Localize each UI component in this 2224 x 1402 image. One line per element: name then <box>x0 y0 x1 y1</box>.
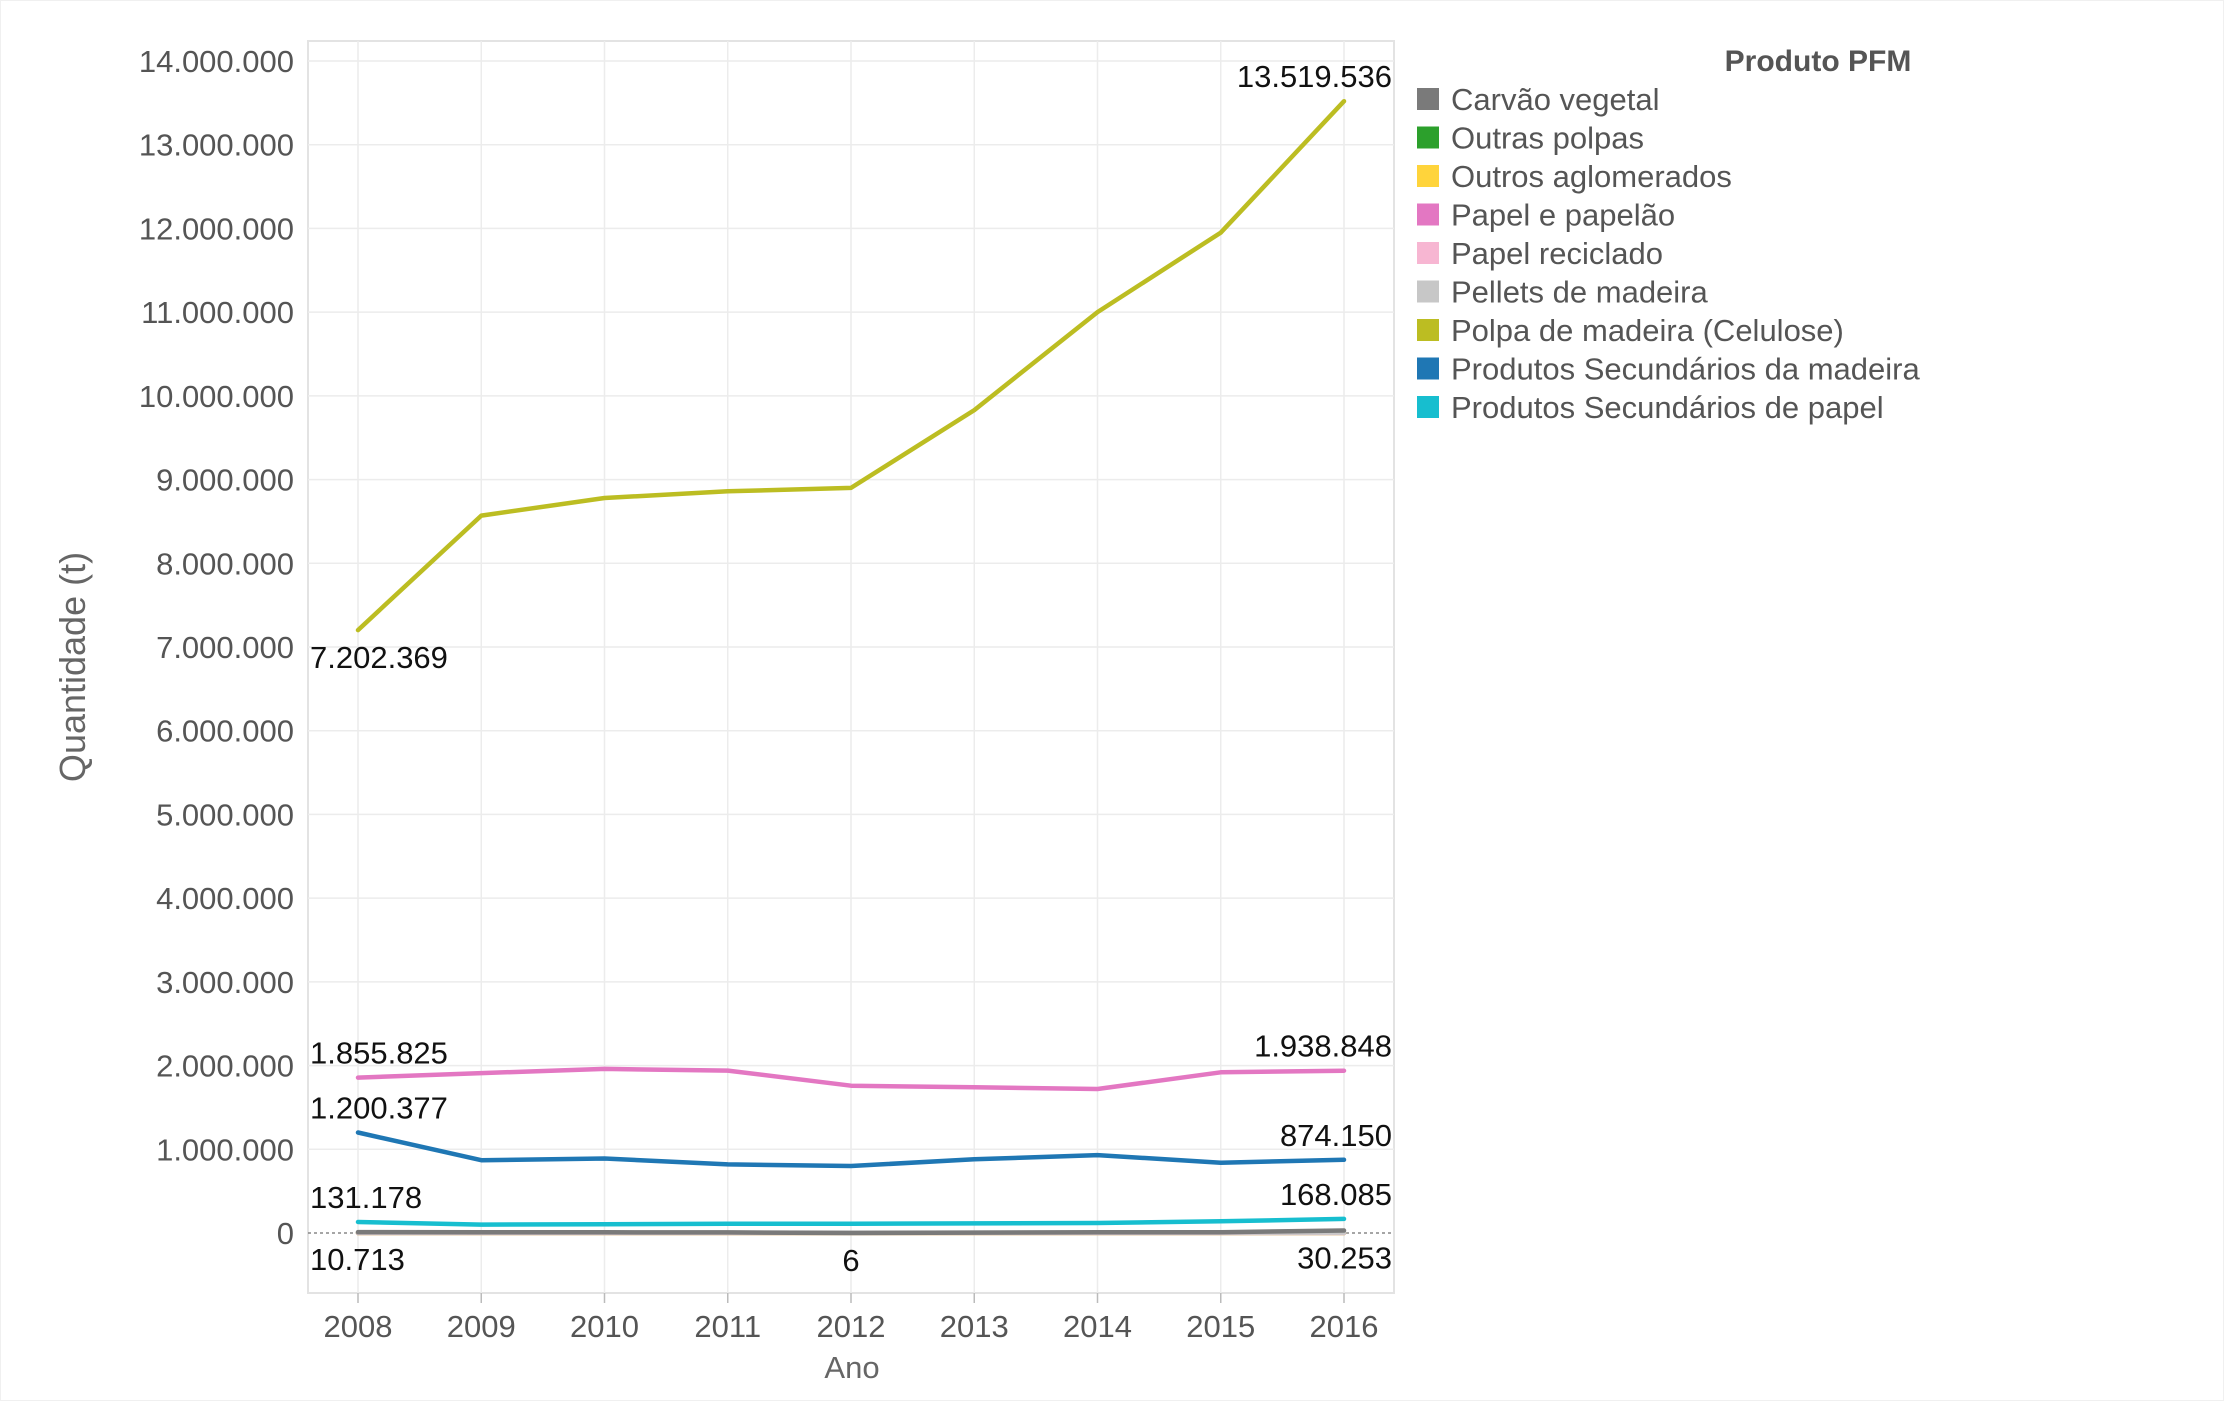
y-tick-label: 1.000.000 <box>156 1132 294 1167</box>
data-label: 1.938.848 <box>1254 1029 1392 1064</box>
legend-swatch <box>1417 203 1439 226</box>
data-label: 1.200.377 <box>310 1091 448 1126</box>
legend-label: Produtos Secundários de papel <box>1451 390 1884 425</box>
x-tick-label: 2010 <box>570 1309 639 1344</box>
x-tick-label: 2013 <box>940 1309 1009 1344</box>
legend-label: Polpa de madeira (Celulose) <box>1451 313 1844 348</box>
data-label: 874.150 <box>1280 1118 1392 1153</box>
legend-swatch <box>1417 165 1439 187</box>
legend-swatch <box>1417 280 1439 303</box>
y-tick-label: 10.000.000 <box>139 379 294 414</box>
legend-swatch <box>1417 396 1439 418</box>
x-tick-label: 2012 <box>817 1309 886 1344</box>
data-label: 30.253 <box>1297 1240 1392 1275</box>
x-tick-label: 2014 <box>1063 1309 1132 1344</box>
data-label: 1.855.825 <box>310 1036 448 1071</box>
y-tick-label: 3.000.000 <box>156 965 294 1000</box>
y-tick-label: 2.000.000 <box>156 1049 294 1084</box>
legend-label: Outros aglomerados <box>1451 159 1732 194</box>
legend-swatch <box>1417 319 1439 341</box>
legend-title: Produto PFM <box>1725 45 1912 78</box>
data-label: 13.519.536 <box>1237 59 1392 94</box>
y-tick-label: 12.000.000 <box>139 211 294 246</box>
series-line-produtos-secundarios-da-madeira <box>355 1130 1347 1169</box>
series-line-carvao-vegetal <box>355 1228 1347 1236</box>
y-tick-label: 8.000.000 <box>156 546 294 581</box>
y-tick-label: 7.000.000 <box>156 630 294 665</box>
legend-swatch <box>1417 126 1439 149</box>
x-tick-label: 2008 <box>324 1309 393 1344</box>
legend-label: Papel reciclado <box>1451 236 1663 271</box>
y-tick-label: 14.000.000 <box>139 44 294 79</box>
x-tick-label: 2011 <box>694 1309 761 1344</box>
legend-swatch <box>1417 88 1439 110</box>
x-axis-title: Ano <box>824 1350 879 1385</box>
legend-label: Produtos Secundários da madeira <box>1451 352 1920 387</box>
y-tick-label: 9.000.000 <box>156 463 294 498</box>
y-tick-label: 5.000.000 <box>156 797 294 832</box>
legend-swatch <box>1417 242 1439 264</box>
data-label: 168.085 <box>1280 1177 1392 1212</box>
series-line-polpa-de-madeira-celulose <box>355 98 1347 633</box>
y-tick-label: 4.000.000 <box>156 881 294 916</box>
legend-label: Pellets de madeira <box>1451 275 1709 310</box>
data-label: 131.178 <box>310 1180 422 1215</box>
legend-label: Carvão vegetal <box>1451 82 1660 117</box>
y-tick-label: 6.000.000 <box>156 714 294 749</box>
x-tick-label: 2016 <box>1310 1309 1379 1344</box>
x-tick-label: 2009 <box>447 1309 516 1344</box>
x-tick-label: 2015 <box>1186 1309 1255 1344</box>
data-label: 6 <box>842 1243 859 1278</box>
y-tick-label: 0 <box>277 1216 294 1251</box>
y-tick-label: 13.000.000 <box>139 128 294 163</box>
legend-label: Papel e papelão <box>1451 198 1675 233</box>
y-tick-label: 11.000.000 <box>141 295 294 330</box>
legend-swatch <box>1417 357 1439 380</box>
series-line-papel-e-papelao <box>355 1066 1347 1092</box>
legend-label: Outras polpas <box>1451 121 1644 156</box>
data-label: 10.713 <box>310 1242 405 1277</box>
data-label: 7.202.369 <box>310 640 448 675</box>
y-axis-title: Quantidade (t) <box>52 552 93 782</box>
series-line-produtos-secundarios-de-papel <box>355 1216 1347 1227</box>
